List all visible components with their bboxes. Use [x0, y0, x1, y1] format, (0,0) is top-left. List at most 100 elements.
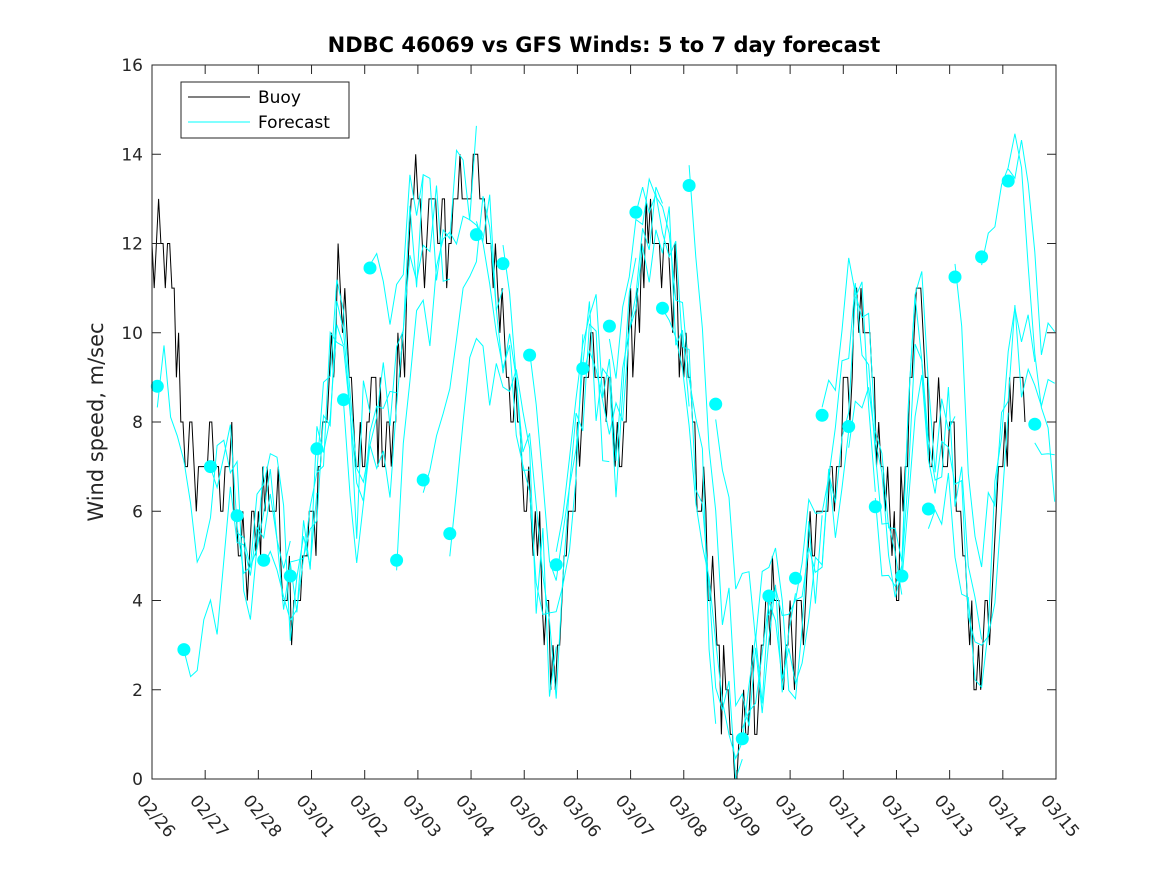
- forecast-dot: [257, 553, 271, 567]
- forecast-dot: [735, 732, 749, 746]
- forecast-trace: [635, 186, 743, 780]
- y-tick-label: 12: [121, 235, 143, 255]
- forecast-dot: [523, 348, 537, 362]
- forecast-dot: [842, 420, 856, 433]
- y-tick-label: 6: [132, 502, 143, 522]
- forecast-dot: [496, 257, 510, 271]
- forecast-dot: [310, 442, 324, 456]
- forecast-dot: [416, 473, 430, 487]
- forecast-trace: [555, 186, 663, 552]
- x-tick-label: 03/15: [1036, 791, 1083, 841]
- forecast-dot: [390, 553, 404, 567]
- forecast-dot: [895, 569, 909, 583]
- forecast-trace: [954, 263, 1055, 568]
- forecast-dot: [948, 270, 962, 284]
- legend-forecast-label: Forecast: [258, 113, 330, 133]
- forecast-dot: [469, 228, 483, 242]
- forecast-dot: [815, 408, 829, 422]
- x-tick-label: 03/12: [877, 791, 924, 841]
- x-tick-label: 03/04: [451, 791, 498, 841]
- forecast-trace: [343, 185, 450, 563]
- legend-buoy-label: Buoy: [258, 88, 301, 108]
- forecast-dot: [230, 509, 244, 523]
- forecast-trace: [768, 281, 876, 617]
- forecast-trace: [369, 125, 477, 325]
- forecast-dot: [576, 362, 590, 375]
- x-tick-label: 03/07: [611, 791, 658, 841]
- y-tick-label: 0: [132, 770, 143, 790]
- forecast-trace: [502, 245, 610, 699]
- forecast-trace: [715, 419, 823, 700]
- forecast-trace: [183, 486, 291, 678]
- x-tick-label: 02/27: [185, 791, 232, 841]
- forecast-dot: [789, 571, 802, 585]
- forecast-series: [156, 125, 1056, 780]
- forecast-trace: [290, 330, 397, 563]
- forecast-trace: [156, 345, 265, 620]
- forecast-dot: [656, 301, 669, 315]
- legend: Buoy Forecast: [180, 81, 350, 139]
- forecast-trace: [795, 283, 903, 601]
- forecast-trace: [927, 307, 1036, 689]
- y-tick-label: 2: [132, 681, 143, 701]
- forecast-dot: [443, 527, 457, 541]
- forecast-trace: [1034, 442, 1055, 456]
- forecast-dots: [150, 174, 1042, 746]
- forecast-dot: [363, 261, 377, 275]
- forecast-dot: [921, 502, 935, 516]
- forecast-dot: [1028, 417, 1042, 431]
- y-tick-label: 16: [121, 56, 143, 76]
- forecast-dot: [204, 460, 217, 474]
- forecast-dot: [682, 179, 696, 192]
- forecast-trace: [608, 177, 717, 724]
- forecast-dot: [975, 250, 989, 264]
- y-tick-label: 4: [132, 592, 143, 612]
- forecast-trace: [688, 165, 796, 727]
- x-tick-label: 03/13: [930, 791, 977, 841]
- forecast-trace: [236, 324, 344, 613]
- forecast-trace: [422, 196, 530, 493]
- forecast-dot: [283, 569, 297, 583]
- forecast-trace: [449, 337, 557, 697]
- x-tick-label: 02/28: [239, 791, 286, 841]
- x-tick-label: 03/10: [770, 791, 817, 841]
- x-tick-label: 03/05: [504, 791, 551, 841]
- forecast-trace: [263, 300, 371, 622]
- plot-area: [152, 65, 1056, 779]
- x-tick-label: 03/01: [292, 791, 339, 841]
- x-tick-label: 02/26: [132, 791, 179, 841]
- forecast-trace: [1007, 140, 1056, 356]
- forecast-dot: [868, 500, 882, 514]
- x-tick-label: 03/02: [345, 791, 392, 841]
- x-tick-label: 03/14: [983, 791, 1030, 841]
- y-tick-label: 14: [121, 145, 143, 165]
- forecast-dot: [177, 643, 191, 657]
- forecast-trace: [741, 431, 850, 729]
- forecast-dot: [549, 558, 563, 572]
- x-tick-label: 03/08: [664, 791, 711, 841]
- forecast-trace: [475, 221, 584, 616]
- forecast-trace: [662, 308, 770, 760]
- x-tick-label: 03/03: [398, 791, 445, 841]
- forecast-trace: [874, 343, 983, 640]
- forecast-trace: [981, 133, 1056, 502]
- y-tick-label: 10: [121, 324, 143, 344]
- x-tick-label: 03/06: [558, 791, 605, 841]
- forecast-dot: [629, 205, 643, 219]
- x-tick-label: 03/11: [823, 791, 870, 841]
- x-tick-label: 03/09: [717, 791, 764, 841]
- forecast-dot: [337, 393, 350, 407]
- chart-title: NDBC 46069 vs GFS Winds: 5 to 7 day fore…: [328, 33, 881, 57]
- forecast-trace: [316, 175, 424, 484]
- forecast-dot: [1001, 174, 1015, 188]
- forecast-dot: [709, 397, 723, 411]
- forecast-dot: [762, 589, 776, 603]
- forecast-dot: [602, 319, 616, 333]
- y-axis-label: Wind speed, m/sec: [84, 322, 108, 521]
- y-tick-label: 8: [132, 413, 143, 433]
- forecast-dot: [150, 379, 164, 393]
- forecast-trace: [210, 424, 318, 641]
- forecast-trace: [901, 374, 1009, 646]
- legend-box: [180, 81, 350, 139]
